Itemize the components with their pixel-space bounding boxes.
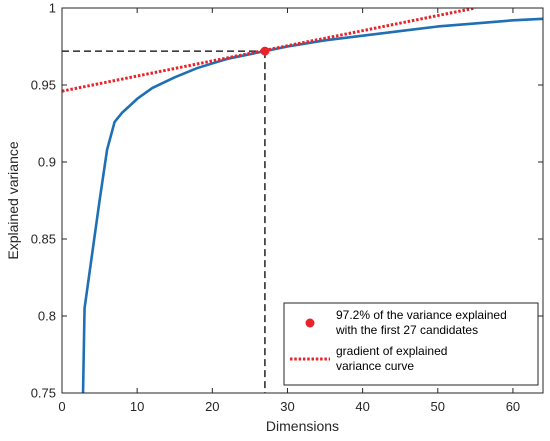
- y-axis-ticks: 0.75 0.8 0.85 0.9 0.95 1: [31, 1, 543, 401]
- x-tick-label: 20: [205, 399, 219, 414]
- x-tick-label: 60: [506, 399, 520, 414]
- x-tick-label: 10: [130, 399, 144, 414]
- x-tick-label: 50: [431, 399, 445, 414]
- x-tick-label: 30: [280, 399, 294, 414]
- legend-marker-symbol: [305, 318, 315, 328]
- y-tick-label: 1: [49, 1, 56, 16]
- x-axis-ticks: 0 10 20 30 40 50 60: [58, 8, 520, 414]
- legend-label-marker-line1: 97.2% of the variance explained: [336, 308, 507, 322]
- legend: 97.2% of the variance explained with the…: [283, 302, 539, 386]
- y-tick-label: 0.8: [38, 309, 56, 324]
- x-axis-title: Dimensions: [266, 418, 339, 434]
- y-tick-label: 0.95: [31, 78, 56, 93]
- marker-point-27: [260, 46, 270, 56]
- plot-frame: [61, 7, 544, 394]
- y-axis-title: Explained variance: [5, 141, 21, 260]
- explained-variance-curve: [81, 17, 543, 393]
- x-tick-label: 40: [355, 399, 369, 414]
- legend-box: [283, 302, 539, 386]
- reference-lines: [62, 50, 266, 393]
- legend-label-marker-line2: with the first 27 candidates: [335, 323, 478, 337]
- y-tick-label: 0.85: [31, 232, 56, 247]
- x-tick-label: 0: [58, 399, 65, 414]
- marker-layer: [260, 46, 270, 56]
- y-tick-label: 0.75: [31, 386, 56, 401]
- legend-label-gradient-line2: variance curve: [336, 359, 414, 373]
- legend-label-gradient-line1: gradient of explained: [336, 344, 447, 358]
- y-tick-label: 0.9: [38, 155, 56, 170]
